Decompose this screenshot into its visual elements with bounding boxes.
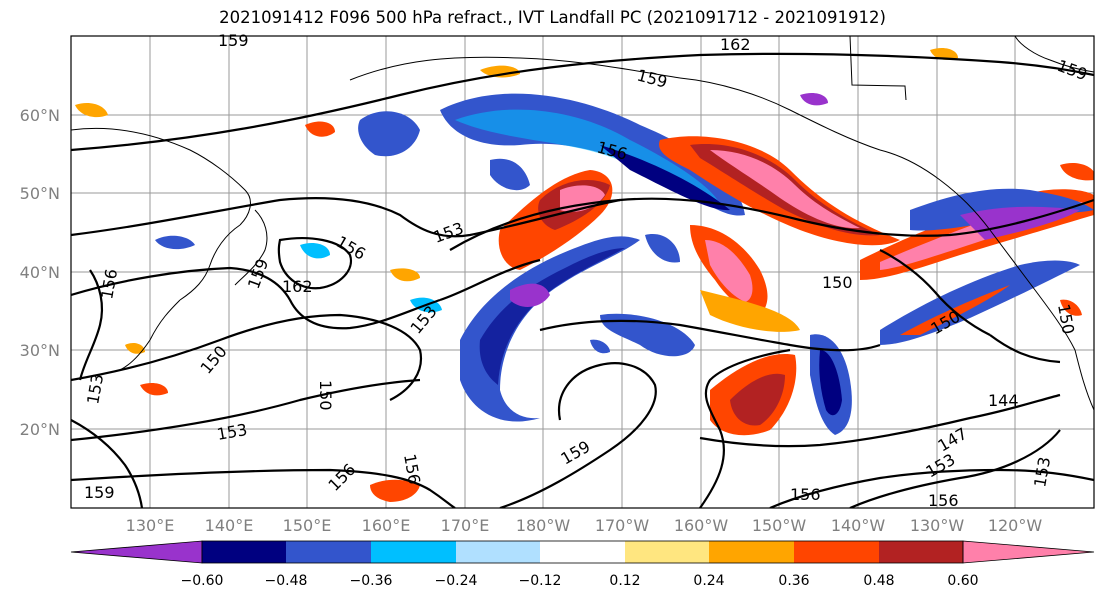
colorbar-tick-label: −0.24 bbox=[435, 573, 478, 589]
longitude-label: 130°W bbox=[910, 516, 965, 535]
colorbar-segment bbox=[456, 541, 540, 563]
colorbar-segment bbox=[202, 541, 286, 563]
latitude-labels: 60°N 50°N 40°N 30°N 20°N bbox=[20, 106, 60, 439]
colorbar-tick-label: −0.12 bbox=[519, 573, 562, 589]
longitude-label: 150°W bbox=[752, 516, 807, 535]
contour-label: 156 bbox=[790, 485, 821, 504]
longitude-labels: 130°E 140°E 150°E 160°E 170°E 180°W 170°… bbox=[126, 516, 1043, 535]
longitude-label: 140°E bbox=[205, 516, 254, 535]
map-frame bbox=[70, 35, 1095, 509]
longitude-label: 170°E bbox=[441, 516, 490, 535]
longitude-label: 160°E bbox=[362, 516, 411, 535]
colorbar-extension-low bbox=[70, 540, 203, 564]
colorbar-tick-label: 0.48 bbox=[863, 573, 894, 589]
longitude-label: 120°W bbox=[988, 516, 1043, 535]
colorbar-tick-label: 0.12 bbox=[609, 573, 640, 589]
contour-label: 156 bbox=[928, 491, 959, 510]
longitude-label: 140°W bbox=[831, 516, 886, 535]
colorbar-segment bbox=[709, 541, 794, 563]
colorbar-tick-label: 0.24 bbox=[693, 573, 724, 589]
colorbar-tick-label: −0.36 bbox=[350, 573, 393, 589]
longitude-label: 130°E bbox=[126, 516, 175, 535]
map-title: 2021091412 F096 500 hPa refract., IVT La… bbox=[219, 8, 886, 27]
colorbar-tick-label: 0.60 bbox=[947, 573, 978, 589]
colorbar-segment bbox=[625, 541, 709, 563]
contour-label: 162 bbox=[282, 277, 313, 296]
latitude-label: 50°N bbox=[20, 184, 60, 203]
contour-label: 150 bbox=[822, 273, 853, 292]
colorbar-segment bbox=[879, 541, 963, 563]
colorbar-outline bbox=[201, 540, 964, 564]
contour-label: 162 bbox=[720, 35, 751, 54]
longitude-label: 150°E bbox=[283, 516, 332, 535]
contour-label: 144 bbox=[988, 391, 1019, 410]
colorbar-segment bbox=[371, 541, 456, 563]
latitude-label: 20°N bbox=[20, 420, 60, 439]
longitude-label: 180°W bbox=[516, 516, 571, 535]
colorbar-segment bbox=[286, 541, 371, 563]
coastlines bbox=[71, 36, 1094, 411]
colorbar-tick-label: 0.36 bbox=[778, 573, 809, 589]
latitude-label: 30°N bbox=[20, 341, 60, 360]
contours bbox=[71, 52, 1094, 508]
contour-label: 159 bbox=[218, 31, 249, 50]
contour-label: 159 bbox=[84, 483, 115, 502]
longitude-label: 160°W bbox=[674, 516, 729, 535]
contour-label: 150 bbox=[316, 380, 335, 411]
latitude-label: 40°N bbox=[20, 263, 60, 282]
longitude-label: 170°W bbox=[595, 516, 650, 535]
colorbar bbox=[70, 540, 1095, 564]
colorbar-segment bbox=[794, 541, 879, 563]
colorbar-segment bbox=[540, 541, 625, 563]
latitude-label: 60°N bbox=[20, 106, 60, 125]
colorbar-tick-labels: −0.60 −0.48 −0.36 −0.24 −0.12 0.12 0.24 … bbox=[181, 573, 979, 589]
colorbar-extension-high bbox=[962, 540, 1095, 564]
colorbar-tick-label: −0.48 bbox=[265, 573, 308, 589]
colorbar-tick-label: −0.60 bbox=[181, 573, 224, 589]
